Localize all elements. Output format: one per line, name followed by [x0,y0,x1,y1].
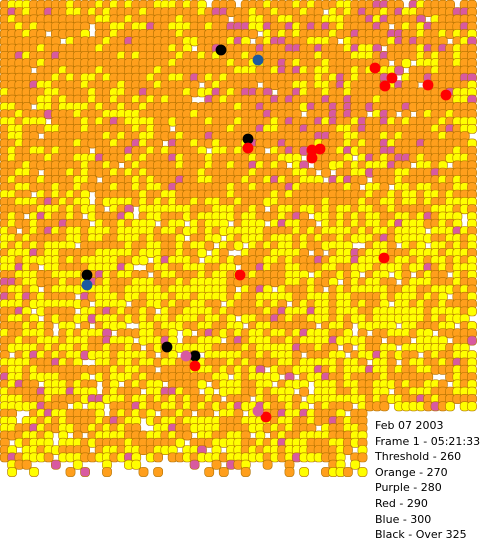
date-label: Feb 07 2003 [375,419,444,432]
grid-cell [467,335,477,346]
red-hotspot-cell [422,79,434,91]
red-hotspot-cell [369,62,381,74]
black-hotspot-cell [215,44,227,56]
grid-cell [29,467,39,477]
grid-cell [240,467,251,477]
legend-black: Black - Over 325 [375,528,467,542]
grid-cell [7,467,17,477]
grid-cell [357,175,368,185]
red-hotspot-cell [189,360,201,372]
grid-cell [350,459,361,470]
grid-cell [138,467,149,477]
grid-cell [80,467,90,477]
red-hotspot-cell [242,142,254,154]
legend-orange: Orange - 270 [375,465,448,479]
frame-label: Frame 1 - 05:21:33 [375,434,480,448]
legend-threshold: Threshold - 260 [375,450,462,464]
grid-cell [131,459,142,470]
grid-cell [153,452,163,463]
grid-cell [218,467,229,477]
grid-cell [467,124,477,134]
grid-cell [342,467,353,477]
legend-panel: Feb 07 2003 Frame 1 - 05:21:33 Threshold… [375,418,480,543]
grid-cell [299,467,309,477]
red-hotspot-cell [440,89,452,101]
grid-cell [153,467,163,477]
grid-cell [342,342,353,353]
grid-cell [269,372,280,382]
grid-cell [189,459,200,470]
grid-cell [394,65,404,76]
black-hotspot-cell [81,269,93,281]
red-hotspot-cell [306,152,318,164]
grid-cell [379,401,390,412]
grid-cell [175,437,185,448]
grid-cell [204,240,215,251]
grid-cell [467,401,477,412]
grid-cell [21,459,32,470]
grid-cell [138,255,149,266]
grid-cell [197,379,207,390]
grid-cell [72,459,83,470]
legend-purple: Purple - 280 [375,481,442,495]
grid-cell [401,58,412,69]
grid-cell [65,467,76,477]
grid-cell [342,445,353,455]
red-hotspot-cell [379,80,391,92]
grid-cell [43,452,54,463]
grid-cell [467,306,477,317]
grid-cell [262,459,273,470]
grid-cell [357,467,368,477]
grid-cell [445,401,455,412]
purple-hotspot-cell [180,350,192,362]
red-hotspot-cell [234,269,246,281]
red-hotspot-cell [314,143,326,155]
grid-cell [248,29,258,39]
purple-hotspot-cell [252,405,264,417]
black-hotspot-cell [161,341,173,353]
legend-red: Red - 290 [375,496,428,510]
grid-cell [284,467,295,477]
blue-hotspot-cell [81,279,93,291]
grid-cell [342,401,353,412]
grid-cell [197,248,207,258]
grid-cell [211,233,222,244]
grid-cell [50,459,61,470]
legend-blue: Blue - 300 [375,512,432,526]
red-hotspot-cell [378,252,390,264]
grid-cell [233,240,244,251]
grid-cell [357,452,368,463]
blue-hotspot-cell [252,54,264,66]
grid-cell [182,430,193,441]
grid-cell [102,467,112,477]
grid-cell [204,467,215,477]
grid-cell [211,459,222,470]
grid-cell [299,386,309,397]
grid-cell [321,167,331,178]
